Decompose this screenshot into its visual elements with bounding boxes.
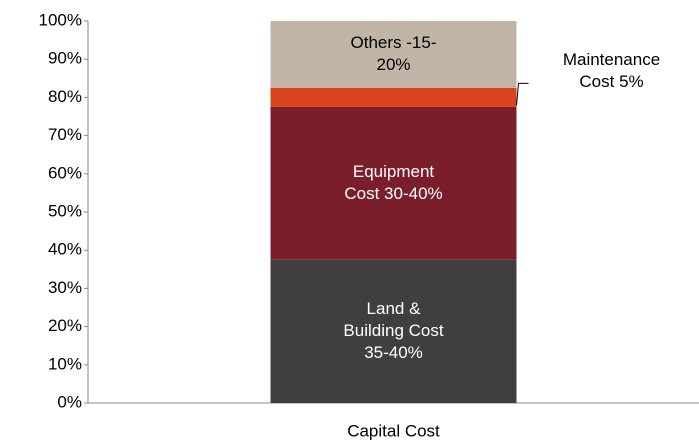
segment-name: Maintenance Cost xyxy=(562,50,661,92)
data-label: Maintenance Cost 5% xyxy=(559,49,664,93)
y-tick-label: 10% xyxy=(48,354,82,373)
segment-name: Equipment Cost xyxy=(344,162,435,204)
y-tick-label: 30% xyxy=(48,278,82,297)
x-tick-label: Capital Cost xyxy=(347,421,440,440)
y-tick-label: 50% xyxy=(48,201,82,220)
segment-value: 30-40% xyxy=(384,184,443,204)
y-tick-label: 70% xyxy=(48,125,82,144)
segment-name: Others xyxy=(350,33,402,53)
y-tick-label: 40% xyxy=(48,240,82,259)
data-label: Equipment Cost 30-40% xyxy=(341,161,446,205)
y-tick-label: 90% xyxy=(48,49,82,68)
y-tick-label: 0% xyxy=(57,392,82,411)
y-tick-label: 60% xyxy=(48,163,82,182)
bar-segment xyxy=(270,259,517,403)
bar-segment xyxy=(270,106,517,260)
segment-value: -15-20% xyxy=(376,33,437,75)
segment-value: 35-40% xyxy=(364,343,423,363)
data-label: Land & Building Cost 35-40% xyxy=(341,298,446,364)
bar-segment xyxy=(270,21,517,88)
y-tick-label: 20% xyxy=(48,316,82,335)
y-tick-label: 100% xyxy=(39,10,82,29)
y-tick-label: 80% xyxy=(48,87,82,106)
segment-name: Land & Building Cost xyxy=(343,299,444,341)
bar-segment xyxy=(270,87,517,107)
leader-line xyxy=(516,82,529,106)
segment-value: 5% xyxy=(619,72,644,92)
data-label: Others -15-20% xyxy=(341,32,446,76)
